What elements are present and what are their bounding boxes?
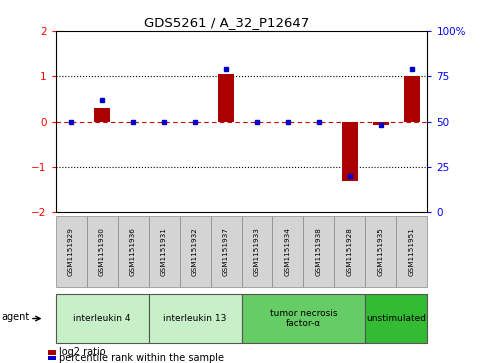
Text: GSM1151934: GSM1151934: [285, 227, 291, 276]
Text: GSM1151930: GSM1151930: [99, 227, 105, 276]
Text: tumor necrosis
factor-α: tumor necrosis factor-α: [270, 309, 337, 328]
Text: GSM1151938: GSM1151938: [316, 227, 322, 276]
Bar: [94, 108, 110, 122]
Text: GSM1151951: GSM1151951: [409, 227, 415, 276]
Text: log2 ratio: log2 ratio: [59, 347, 106, 358]
Text: interleukin 4: interleukin 4: [73, 314, 131, 323]
Text: GSM1151932: GSM1151932: [192, 227, 198, 276]
Text: GSM1151931: GSM1151931: [161, 227, 167, 276]
Bar: [342, 122, 358, 180]
Text: percentile rank within the sample: percentile rank within the sample: [59, 353, 224, 363]
Bar: [404, 76, 420, 122]
Text: GSM1151929: GSM1151929: [68, 227, 74, 276]
Text: GSM1151928: GSM1151928: [347, 227, 353, 276]
Bar: [373, 122, 389, 125]
Text: interleukin 13: interleukin 13: [163, 314, 227, 323]
Text: agent: agent: [1, 312, 29, 322]
Text: GDS5261 / A_32_P12647: GDS5261 / A_32_P12647: [144, 16, 310, 29]
Text: GSM1151935: GSM1151935: [378, 227, 384, 276]
Text: GSM1151936: GSM1151936: [130, 227, 136, 276]
Text: GSM1151937: GSM1151937: [223, 227, 229, 276]
Text: GSM1151933: GSM1151933: [254, 227, 260, 276]
Text: unstimulated: unstimulated: [367, 314, 426, 323]
Bar: [218, 74, 234, 122]
